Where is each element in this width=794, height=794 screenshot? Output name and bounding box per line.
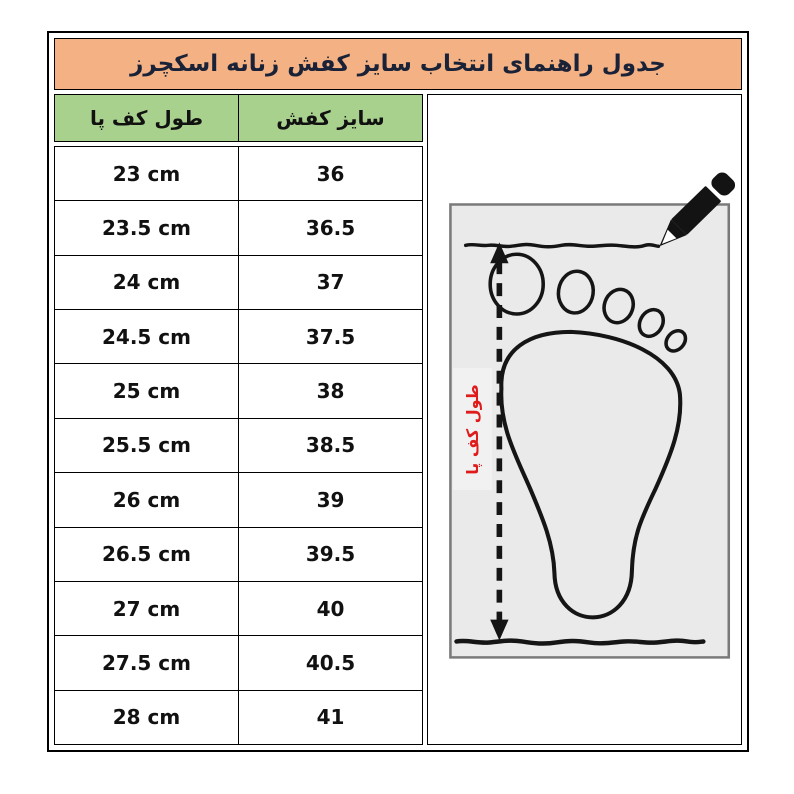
shoe-size-cell: 37 — [238, 254, 423, 311]
shoe-size-cell: 41 — [238, 689, 423, 746]
table-row: 24 cm 37 — [54, 254, 423, 311]
hand-drawn-line-top — [463, 242, 661, 249]
foot-diagram — [449, 172, 736, 659]
foot-length-cell: 26.5 cm — [54, 526, 239, 582]
column-header-shoe-size: سایز کفش — [238, 94, 423, 142]
foot-measurement-illustration: طول کف پا — [427, 94, 742, 745]
table-row: 27.5 cm 40.5 — [54, 635, 423, 691]
table-row: 27 cm 40 — [54, 580, 423, 637]
foot-length-cell: 27.5 cm — [54, 635, 239, 691]
foot-length-cell: 23.5 cm — [54, 200, 239, 256]
shoe-size-cell: 38.5 — [238, 417, 423, 474]
foot-length-cell: 26 cm — [54, 472, 239, 528]
shoe-size-cell: 40 — [238, 580, 423, 637]
foot-outline — [499, 329, 683, 620]
shoe-size-cell: 37.5 — [238, 309, 423, 365]
shoe-size-cell: 36 — [238, 145, 423, 202]
pencil-icon — [659, 172, 736, 247]
table-row: 25 cm 38 — [54, 363, 423, 419]
table-row: 26.5 cm 39.5 — [54, 526, 423, 582]
measure-arrow — [490, 242, 509, 641]
page-title: جدول راهنمای انتخاب سایز کفش زنانه اسکچر… — [54, 38, 742, 90]
foot-toes — [488, 252, 688, 353]
foot-length-cell: 23 cm — [54, 145, 239, 202]
foot-length-cell: 24 cm — [54, 254, 239, 311]
table-row: 23 cm 36 — [54, 145, 423, 202]
shoe-size-cell: 36.5 — [238, 200, 423, 256]
size-guide-sheet: جدول راهنمای انتخاب سایز کفش زنانه اسکچر… — [47, 31, 749, 752]
shoe-size-cell: 40.5 — [238, 635, 423, 691]
foot-length-cell: 28 cm — [54, 689, 239, 746]
column-header-foot-length: طول کف پا — [54, 94, 239, 142]
foot-length-label: طول کف پا — [463, 383, 482, 475]
foot-length-cell: 27 cm — [54, 580, 239, 637]
size-table-header: طول کف پا سایز کفش — [54, 94, 423, 142]
table-row: 26 cm 39 — [54, 472, 423, 528]
table-row: 24.5 cm 37.5 — [54, 309, 423, 365]
header-row: طول کف پا سایز کفش — [54, 94, 423, 142]
foot-length-cell: 24.5 cm — [54, 309, 239, 365]
size-table-data: 23 cm 36 23.5 cm 36.5 24 cm 37 24.5 cm 37.5 25 c… — [54, 145, 423, 746]
shoe-size-cell: 38 — [238, 363, 423, 419]
shoe-size-cell: 39.5 — [238, 526, 423, 582]
hand-drawn-line-bottom — [454, 638, 706, 646]
size-table: طول کف پا سایز کفش 23 cm 36 23.5 cm 36.5 24 … — [54, 94, 423, 746]
foot-length-cell: 25.5 cm — [54, 417, 239, 474]
foot-length-cell: 25 cm — [54, 363, 239, 419]
table-row: 23.5 cm 36.5 — [54, 200, 423, 256]
shoe-size-cell: 39 — [238, 472, 423, 528]
size-table-body: 23 cm 36 23.5 cm 36.5 24 cm 37 24.5 cm 37.5 25 c… — [54, 145, 423, 746]
table-row: 25.5 cm 38.5 — [54, 417, 423, 474]
table-row: 28 cm 41 — [54, 689, 423, 746]
content-area: طول کف پا سایز کفش 23 cm 36 23.5 cm 36.5 24 … — [54, 94, 742, 746]
foot-length-label-box: طول کف پا — [453, 368, 492, 490]
